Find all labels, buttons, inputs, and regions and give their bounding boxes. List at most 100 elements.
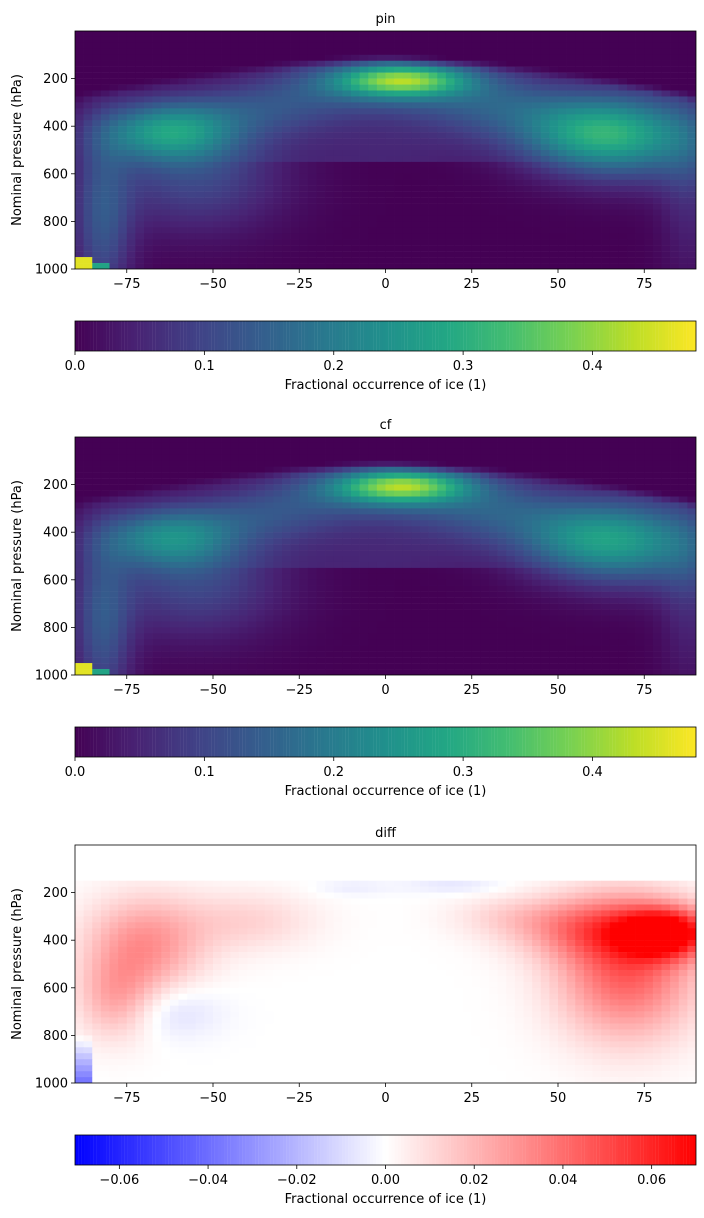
- heatmap-cell: [644, 60, 654, 67]
- heatmap-cell: [540, 191, 550, 198]
- heatmap-cell: [75, 150, 84, 157]
- heatmap-cell: [351, 490, 360, 497]
- heatmap-cell: [592, 126, 602, 133]
- heatmap-cell: [282, 31, 291, 38]
- heatmap-cell: [316, 502, 326, 509]
- heatmap-cell: [126, 90, 136, 97]
- heatmap-cell: [635, 573, 645, 581]
- heatmap-cell: [83, 460, 93, 467]
- heatmap-cell: [359, 42, 369, 50]
- heatmap-cell: [109, 215, 119, 222]
- colorbar-segment: [574, 321, 579, 351]
- heatmap-cell: [213, 520, 222, 527]
- heatmap-cell: [161, 42, 171, 50]
- heatmap-cell: [618, 150, 628, 157]
- heatmap-cell: [652, 215, 662, 222]
- heatmap-cell: [161, 114, 171, 121]
- heatmap-cell: [497, 561, 507, 569]
- heatmap-cell: [506, 556, 516, 563]
- heatmap-cell: [687, 150, 696, 157]
- heatmap-cell: [385, 257, 395, 264]
- heatmap-cell: [566, 550, 576, 557]
- heatmap-cell: [325, 585, 335, 592]
- heatmap-cell: [273, 490, 283, 497]
- heatmap-cell: [135, 54, 145, 61]
- heatmap-cell: [445, 31, 455, 38]
- heatmap-cell: [282, 239, 291, 246]
- heatmap-cell: [204, 138, 214, 145]
- heatmap-cell: [376, 508, 386, 515]
- heatmap-cell: [618, 472, 628, 479]
- heatmap-cell: [118, 544, 128, 551]
- heatmap-cell: [316, 138, 326, 145]
- heatmap-cell: [420, 544, 429, 551]
- heatmap-cell: [644, 496, 654, 503]
- heatmap-cell: [670, 484, 680, 491]
- heatmap-cell: [247, 466, 257, 473]
- heatmap-cell: [238, 209, 248, 216]
- heatmap-cell: [376, 126, 386, 133]
- heatmap-cell: [489, 550, 498, 557]
- heatmap-cell: [118, 573, 128, 581]
- heatmap-cell: [549, 227, 559, 234]
- heatmap-cell: [204, 72, 214, 79]
- heatmap-cell: [463, 437, 473, 444]
- heatmap-cell: [601, 102, 611, 109]
- colorbar-segment: [661, 321, 666, 351]
- heatmap-cell: [471, 108, 481, 115]
- heatmap-cell: [411, 245, 421, 252]
- heatmap-cell: [213, 538, 222, 545]
- heatmap-cell: [549, 48, 559, 56]
- heatmap-cell: [514, 179, 524, 186]
- heatmap-cell: [661, 442, 671, 450]
- heatmap-cell: [152, 197, 162, 204]
- heatmap-cell: [609, 484, 619, 491]
- heatmap-cell: [523, 48, 533, 56]
- heatmap-cell: [411, 102, 421, 109]
- heatmap-cell: [204, 484, 214, 491]
- heatmap-cell: [307, 114, 317, 121]
- colorbar-segment: [537, 321, 541, 351]
- heatmap-cell: [489, 227, 498, 234]
- heatmap-cell: [497, 72, 507, 79]
- heatmap-cell: [652, 31, 662, 38]
- heatmap-cell: [359, 102, 369, 109]
- heatmap-cell: [161, 96, 171, 103]
- heatmap-cell: [428, 245, 438, 252]
- heatmap-cell: [489, 197, 498, 204]
- colorbar-segment: [155, 321, 159, 351]
- heatmap-cell: [282, 215, 291, 222]
- heatmap-cell: [428, 472, 438, 479]
- heatmap-cell: [575, 114, 585, 121]
- heatmap-cell: [402, 66, 412, 73]
- heatmap-cell: [566, 126, 576, 133]
- heatmap-cell: [540, 31, 550, 38]
- heatmap-cell: [575, 257, 585, 264]
- heatmap-cell: [445, 108, 455, 115]
- heatmap-cell: [273, 215, 283, 222]
- heatmap-cell: [316, 520, 326, 527]
- heatmap-cell: [402, 484, 412, 491]
- heatmap-cell: [204, 203, 214, 210]
- heatmap-cell: [135, 251, 145, 258]
- heatmap-cell: [437, 90, 447, 97]
- heatmap-cell: [463, 579, 473, 586]
- heatmap-cell: [428, 460, 438, 467]
- heatmap-cell: [480, 520, 490, 527]
- heatmap-cell: [601, 120, 611, 127]
- heatmap-cell: [342, 108, 352, 115]
- heatmap-cell: [618, 579, 628, 586]
- heatmap-cell: [437, 96, 447, 103]
- heatmap-cell: [144, 478, 153, 485]
- heatmap-cell: [583, 454, 593, 462]
- heatmap-cell: [463, 490, 473, 497]
- heatmap-cell: [256, 567, 266, 575]
- heatmap-cell: [670, 478, 680, 485]
- heatmap-cell: [532, 102, 542, 109]
- heatmap-cell: [558, 496, 567, 503]
- heatmap-cell: [230, 538, 240, 545]
- heatmap-cell: [635, 227, 645, 234]
- heatmap-cell: [213, 532, 222, 539]
- heatmap-cell: [670, 520, 680, 527]
- heatmap-cell: [282, 132, 291, 139]
